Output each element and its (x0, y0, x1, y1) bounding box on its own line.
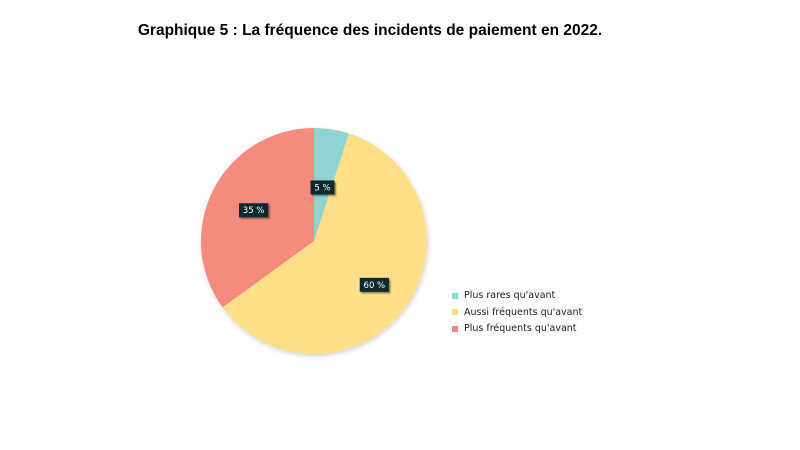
legend-swatch (452, 325, 458, 332)
pie-slice-aussi-frequents (222, 133, 427, 354)
legend-label: Plus rares qu'avant (464, 290, 556, 301)
data-label-plus-frequents: 35 % (238, 203, 269, 218)
data-label-plus-rares: 5 % (310, 180, 335, 195)
legend-label: Aussi fréquents qu'avant (464, 306, 583, 318)
legend-label: Plus fréquents qu'avant (464, 323, 577, 334)
data-label-aussi-frequents: 60 % (359, 277, 389, 292)
data-label-text: 5 % (314, 183, 330, 193)
legend-item-plus-frequents: Plus fréquents qu'avant (452, 321, 582, 336)
data-label-box (310, 180, 335, 195)
legend-item-aussi-frequents: Aussi fréquents qu'avant (452, 305, 582, 320)
legend-swatch (452, 292, 458, 299)
chart-title: Graphique 5 : La fréquence des incidents… (137, 22, 603, 39)
legend-swatch (452, 309, 458, 315)
data-label-text: 60 % (364, 281, 386, 291)
chart-legend: Plus rares qu'avant Aussi fréquents qu'av… (452, 288, 582, 338)
data-label-text: 35 % (243, 206, 265, 216)
data-label-box (359, 277, 389, 292)
pie-slices (200, 128, 427, 354)
pie-slice-plus-frequents (200, 128, 314, 308)
data-label-box (238, 203, 269, 218)
pie-data-labels: 5 % 60 % 35 % (238, 180, 389, 292)
legend-item-plus-rares: Plus rares qu'avant (452, 288, 582, 303)
